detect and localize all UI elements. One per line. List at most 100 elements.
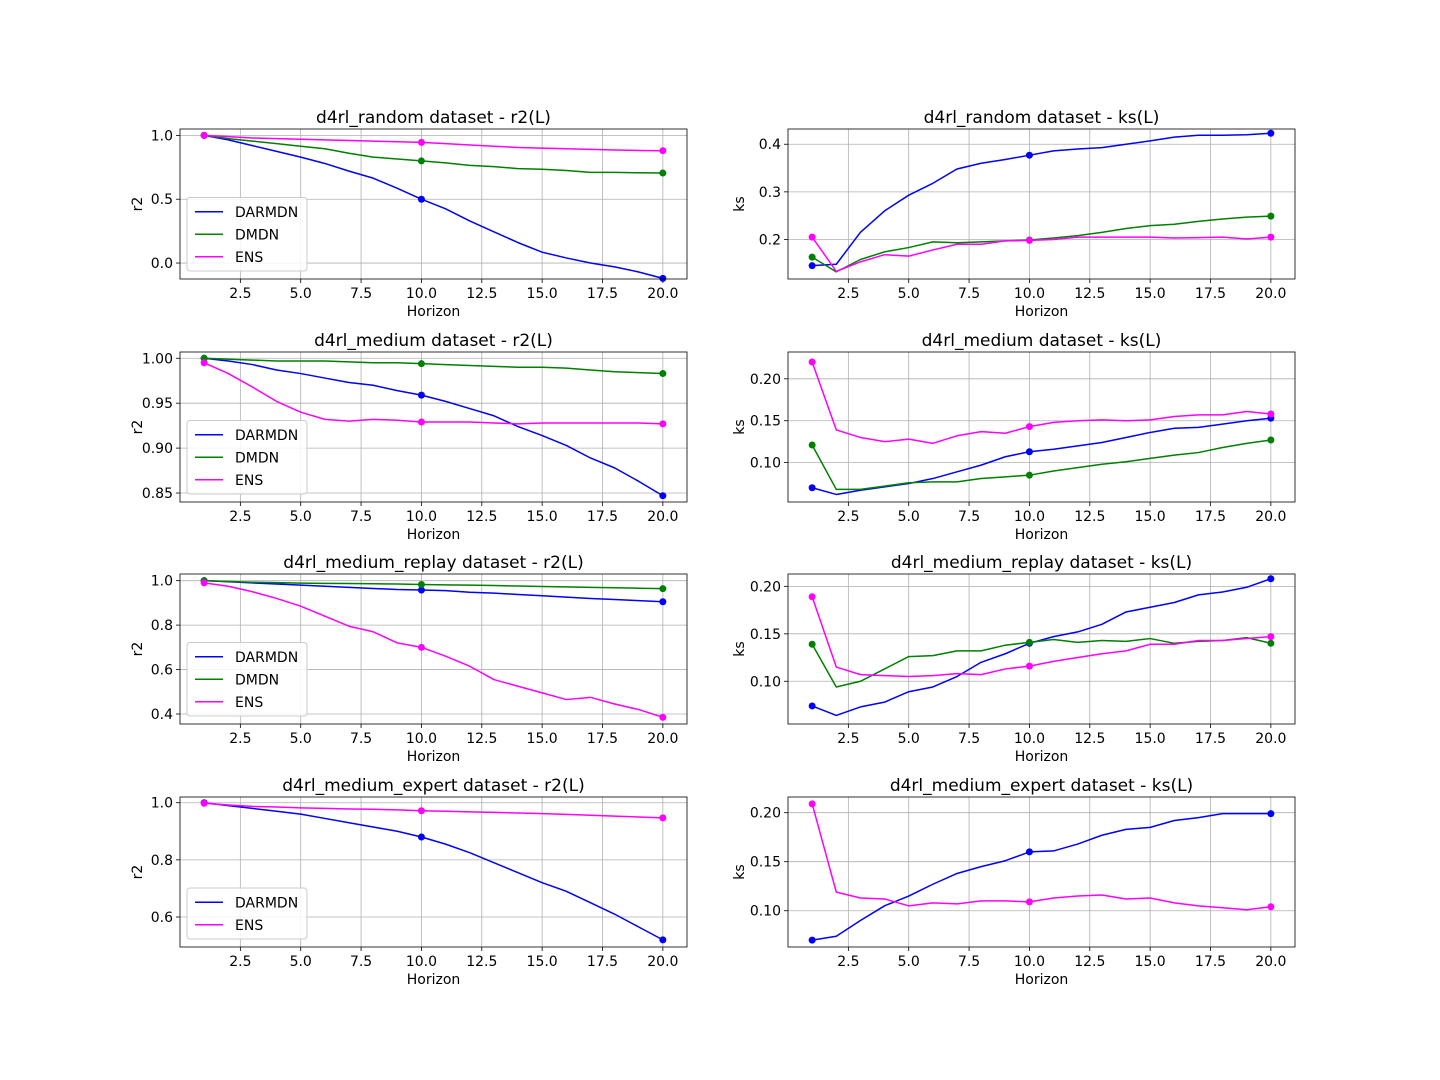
data-point-darmdn bbox=[659, 936, 667, 944]
series-line-darmdn bbox=[204, 579, 663, 603]
data-point-dmdn bbox=[1267, 436, 1275, 444]
x-tick-label: 17.5 bbox=[1195, 954, 1226, 970]
x-tick-label: 12.5 bbox=[466, 286, 497, 302]
subplot-1: 2.5 5.0 7.5 10.0 12.5 15.0 17.5 20.0 0.0 0.5 1.0 d4… bbox=[130, 108, 688, 320]
series-line-darmdn bbox=[204, 134, 664, 280]
legend-label-darmdn: DARMDN bbox=[235, 428, 298, 444]
x-tick-label: 5.0 bbox=[290, 509, 312, 525]
plot-area bbox=[788, 352, 1295, 502]
x-tick-label: 20.0 bbox=[1255, 286, 1286, 302]
subplot-4: 2.5 5.0 7.5 10.0 12.5 15.0 17.5 20.0 0.10 0.15 0.2… bbox=[732, 331, 1296, 543]
data-point-ens bbox=[200, 579, 208, 587]
data-point-darmdn bbox=[659, 492, 667, 500]
data-point-darmdn bbox=[1267, 129, 1275, 137]
x-axis-label: Horizon bbox=[407, 972, 461, 988]
series-line-dmdn bbox=[204, 357, 663, 375]
data-point-dmdn bbox=[659, 585, 667, 593]
data-point-darmdn bbox=[1267, 575, 1275, 583]
y-tick-label: 0.15 bbox=[750, 855, 781, 871]
data-point-dmdn bbox=[417, 157, 425, 165]
series-line-darmdn bbox=[204, 357, 664, 497]
x-tick-label: 7.5 bbox=[958, 731, 980, 747]
x-axis-label: Horizon bbox=[407, 304, 461, 320]
x-tick-label: 15.0 bbox=[1135, 731, 1166, 747]
series-line-ens bbox=[204, 802, 663, 819]
data-point-ens bbox=[1025, 236, 1033, 244]
series-line-darmdn bbox=[811, 417, 1271, 496]
chart-title: d4rl_medium_replay dataset - r2(L) bbox=[283, 553, 583, 573]
y-axis-label: ks bbox=[732, 196, 748, 211]
data-point-dmdn bbox=[808, 640, 816, 648]
legend-label-dmdn: DMDN bbox=[235, 450, 279, 466]
x-tick-label: 5.0 bbox=[898, 286, 920, 302]
data-point-ens bbox=[1025, 423, 1033, 431]
x-tick-label: 2.5 bbox=[837, 731, 859, 747]
axes-frame bbox=[787, 128, 1296, 280]
data-point-darmdn bbox=[417, 195, 425, 203]
data-point-dmdn bbox=[1025, 471, 1033, 479]
axes-frame bbox=[787, 573, 1296, 725]
subplot-5: 2.5 5.0 7.5 10.0 12.5 15.0 17.5 20.0 0.4 0.6 0.8 1.… bbox=[130, 553, 688, 765]
data-point-ens bbox=[200, 131, 208, 139]
chart-title: d4rl_medium dataset - r2(L) bbox=[314, 331, 553, 351]
x-tick-label: 20.0 bbox=[647, 954, 678, 970]
data-point-darmdn bbox=[659, 598, 667, 606]
x-tick-label: 15.0 bbox=[1135, 954, 1166, 970]
x-tick-label: 2.5 bbox=[229, 731, 251, 747]
data-point-darmdn bbox=[808, 702, 816, 710]
series-line-ens bbox=[204, 134, 663, 152]
y-tick-label: 0.2 bbox=[759, 232, 781, 248]
x-tick-label: 5.0 bbox=[290, 731, 312, 747]
legend-label-ens: ENS bbox=[235, 250, 263, 266]
x-tick-label: 17.5 bbox=[587, 731, 618, 747]
data-point-dmdn bbox=[417, 360, 425, 368]
x-tick-label: 5.0 bbox=[290, 954, 312, 970]
x-tick-label: 10.0 bbox=[406, 509, 437, 525]
y-tick-label: 0.20 bbox=[750, 372, 781, 388]
axes-frame bbox=[179, 351, 688, 503]
x-tick-label: 10.0 bbox=[1014, 954, 1045, 970]
x-tick-label: 20.0 bbox=[647, 286, 678, 302]
series-line-darmdn bbox=[811, 578, 1272, 717]
axes-frame bbox=[787, 796, 1296, 948]
x-tick-label: 2.5 bbox=[837, 509, 859, 525]
series-line-ens bbox=[203, 362, 663, 425]
y-tick-label: 0.15 bbox=[750, 627, 781, 643]
x-tick-label: 15.0 bbox=[527, 286, 558, 302]
data-point-ens bbox=[659, 147, 667, 155]
x-tick-label: 15.0 bbox=[527, 509, 558, 525]
subplot-6: 2.5 5.0 7.5 10.0 12.5 15.0 17.5 20.0 0.10 0.15 0.2… bbox=[732, 553, 1296, 765]
y-tick-label: 1.0 bbox=[151, 128, 173, 144]
data-point-darmdn bbox=[808, 262, 816, 270]
x-tick-label: 12.5 bbox=[1074, 954, 1105, 970]
y-tick-label: 1.0 bbox=[151, 574, 173, 590]
data-point-ens bbox=[1025, 898, 1033, 906]
series-line-dmdn bbox=[811, 439, 1271, 491]
data-point-darmdn bbox=[1025, 448, 1033, 456]
y-tick-label: 0.6 bbox=[151, 663, 173, 679]
y-tick-label: 0.20 bbox=[750, 579, 781, 595]
x-tick-label: 20.0 bbox=[1255, 509, 1286, 525]
x-tick-label: 7.5 bbox=[958, 954, 980, 970]
legend-label-darmdn: DARMDN bbox=[235, 205, 298, 221]
x-tick-label: 12.5 bbox=[1074, 731, 1105, 747]
x-axis-label: Horizon bbox=[407, 527, 461, 543]
legend-box bbox=[186, 887, 308, 940]
x-tick-label: 2.5 bbox=[229, 286, 251, 302]
legend-box bbox=[186, 420, 308, 495]
x-tick-label: 12.5 bbox=[466, 509, 497, 525]
x-tick-label: 17.5 bbox=[1195, 286, 1226, 302]
axes-frame bbox=[179, 128, 688, 280]
plot-area bbox=[788, 797, 1295, 947]
y-tick-label: 0.90 bbox=[142, 441, 173, 457]
data-point-ens bbox=[1267, 633, 1275, 641]
x-tick-label: 10.0 bbox=[406, 954, 437, 970]
x-tick-label: 7.5 bbox=[958, 286, 980, 302]
data-point-darmdn bbox=[659, 274, 667, 282]
x-tick-label: 17.5 bbox=[587, 286, 618, 302]
x-tick-label: 15.0 bbox=[1135, 509, 1166, 525]
data-point-ens bbox=[417, 643, 425, 651]
series-line-ens bbox=[811, 803, 1271, 911]
data-point-ens bbox=[659, 420, 667, 428]
